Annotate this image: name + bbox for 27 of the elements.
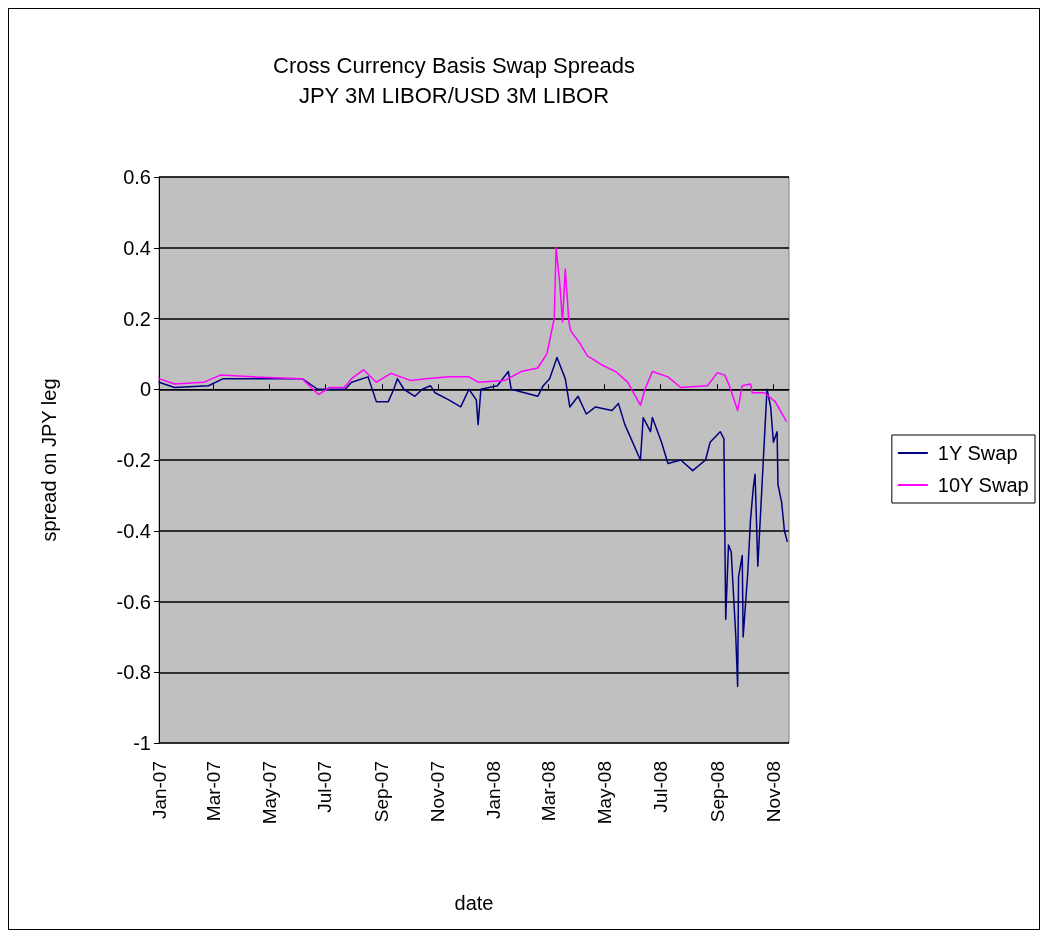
x-tick-label: Mar-08 [538,761,560,822]
x-tick-label: Nov-07 [427,761,449,823]
y-axis-title: spread on JPY leg [38,378,60,542]
x-axis-title: date [454,892,494,914]
y-tick-label: -1 [133,732,151,754]
legend-label: 10Y Swap [937,474,1029,496]
chart-subtitle: JPY 3M LIBOR/USD 3M LIBOR [298,82,610,108]
x-tick-label: Sep-08 [706,761,728,823]
legend-label: 1Y Swap [937,442,1018,464]
x-tick-label: Sep-07 [371,761,393,823]
x-tick-label: Nov-08 [762,761,784,823]
y-tick-label: -0.2 [116,449,151,471]
chart-title: Cross Currency Basis Swap Spreads [273,52,635,78]
y-tick-label: 0.2 [123,307,151,330]
x-tick-label: Jul-08 [650,761,672,813]
x-tick-label: Jul-07 [314,761,336,813]
y-tick-label: 0.4 [123,236,151,259]
y-tick-label: 0 [139,378,151,401]
x-tick-label: May-07 [258,761,280,825]
y-tick-label: 0.6 [123,166,151,188]
y-tick-label: -0.8 [116,661,151,684]
x-tick-label: Mar-07 [202,761,224,822]
x-tick-label: Jan-07 [148,761,170,820]
x-tick-label: May-08 [594,761,616,825]
y-tick-label: -0.4 [116,519,151,542]
y-tick-label: -0.6 [116,590,151,613]
x-tick-label: Jan-08 [483,761,505,820]
